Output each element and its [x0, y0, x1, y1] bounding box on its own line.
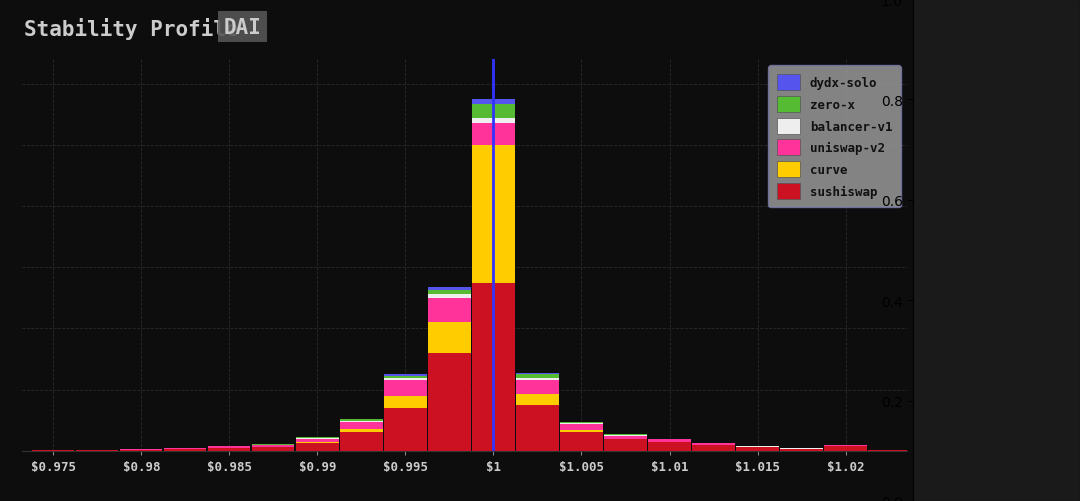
Bar [340, 421, 382, 422]
Bar [605, 439, 647, 451]
Text: Stability Profile: Stability Profile [24, 18, 239, 40]
Bar [340, 432, 382, 451]
Bar [253, 447, 295, 451]
Bar [561, 432, 603, 451]
Bar [340, 429, 382, 432]
Bar [164, 448, 206, 449]
Bar [208, 448, 251, 451]
Bar [77, 450, 119, 451]
Bar [384, 378, 427, 381]
Bar [296, 443, 338, 451]
Bar [781, 449, 823, 451]
Bar [605, 435, 647, 436]
Bar [648, 439, 690, 442]
Bar [692, 445, 734, 451]
Bar [824, 446, 867, 451]
Bar [737, 446, 779, 447]
Bar [516, 394, 558, 405]
Bar [120, 449, 162, 450]
Bar [429, 298, 471, 323]
Bar [340, 422, 382, 429]
Bar [340, 419, 382, 421]
Bar [384, 381, 427, 396]
Bar [648, 442, 690, 451]
Bar [429, 290, 471, 295]
Bar [868, 450, 910, 451]
Bar [384, 375, 427, 376]
Bar [429, 295, 471, 298]
Bar [164, 449, 206, 451]
Bar [472, 146, 514, 283]
Bar [472, 105, 514, 119]
Bar [561, 430, 603, 432]
Bar [384, 376, 427, 378]
Bar [472, 124, 514, 146]
Bar [429, 353, 471, 451]
Bar [296, 438, 338, 439]
Legend: dydx-solo, zero-x, balancer-v1, uniswap-v2, curve, sushiswap: dydx-solo, zero-x, balancer-v1, uniswap-… [769, 66, 901, 208]
Bar [516, 378, 558, 381]
Text: DAI: DAI [224, 18, 261, 38]
Bar [472, 119, 514, 124]
Bar [472, 100, 514, 105]
Bar [120, 450, 162, 451]
Bar [561, 425, 603, 430]
Bar [429, 288, 471, 290]
Bar [384, 408, 427, 451]
Bar [472, 283, 514, 451]
Bar [605, 436, 647, 439]
Bar [384, 396, 427, 408]
Bar [208, 446, 251, 448]
Bar [561, 423, 603, 425]
Bar [516, 375, 558, 378]
Bar [32, 450, 75, 451]
Bar [692, 443, 734, 445]
Bar [561, 422, 603, 423]
Bar [253, 445, 295, 447]
Bar [296, 442, 338, 443]
Bar [516, 405, 558, 451]
Bar [296, 439, 338, 442]
Bar [516, 381, 558, 394]
Bar [429, 323, 471, 353]
Bar [516, 373, 558, 375]
Bar [824, 445, 867, 446]
Bar [737, 447, 779, 451]
